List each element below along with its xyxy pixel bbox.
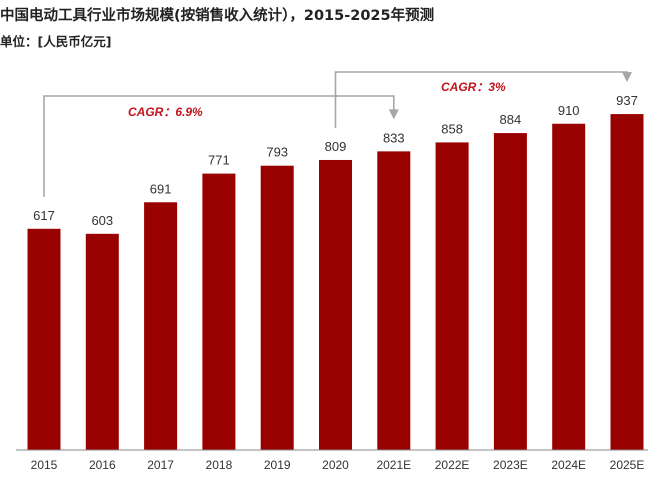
- value-label-2024E: 910: [558, 103, 580, 118]
- value-label-2023E: 884: [500, 112, 522, 127]
- unit-label: 单位：[人民币亿元]: [0, 34, 112, 49]
- cagr-label-1: CAGR：6.9%: [128, 105, 203, 119]
- category-label-2020: 2020: [322, 458, 349, 472]
- category-label-2018: 2018: [206, 458, 233, 472]
- cagr-arrow-1: [43, 95, 395, 197]
- bar-2018: [202, 173, 236, 450]
- bar-2025E: [610, 114, 644, 450]
- category-label-2024E: 2024E: [551, 458, 586, 472]
- bar-2020: [319, 159, 352, 450]
- category-label-2017: 2017: [147, 458, 174, 472]
- category-label-2021E: 2021E: [376, 458, 411, 472]
- cagr-arrow-head-1: [388, 109, 399, 120]
- category-label-2023E: 2023E: [493, 458, 528, 472]
- chart-title: 中国电动工具行业市场规模(按销售收入统计），2015-2025年预测: [0, 8, 435, 24]
- value-label-2017: 691: [150, 181, 172, 196]
- bar-2015: [27, 228, 61, 450]
- category-label-2016: 2016: [89, 458, 116, 472]
- bar-2017: [144, 202, 178, 450]
- value-label-2020: 809: [325, 139, 347, 154]
- value-label-2025E: 937: [616, 93, 638, 108]
- bar-2022E: [435, 142, 469, 451]
- bar-2021E: [377, 151, 411, 450]
- value-label-2016: 603: [91, 213, 113, 228]
- bar-2019: [260, 165, 294, 450]
- value-label-2022E: 858: [441, 121, 463, 136]
- value-label-2015: 617: [33, 208, 55, 223]
- category-label-2015: 2015: [31, 458, 58, 472]
- category-label-2019: 2019: [264, 458, 291, 472]
- bar-2016: [85, 233, 119, 450]
- bar-2023E: [493, 133, 527, 450]
- value-label-2019: 793: [266, 145, 288, 160]
- cagr-label-2: CAGR：3%: [441, 80, 506, 94]
- bar-2024E: [552, 123, 586, 450]
- value-label-2021E: 833: [383, 130, 405, 145]
- cagr-arrow-head-2: [622, 72, 632, 83]
- category-label-2022E: 2022E: [435, 458, 470, 472]
- category-label-2025E: 2025E: [610, 458, 645, 472]
- value-label-2018: 771: [208, 153, 230, 168]
